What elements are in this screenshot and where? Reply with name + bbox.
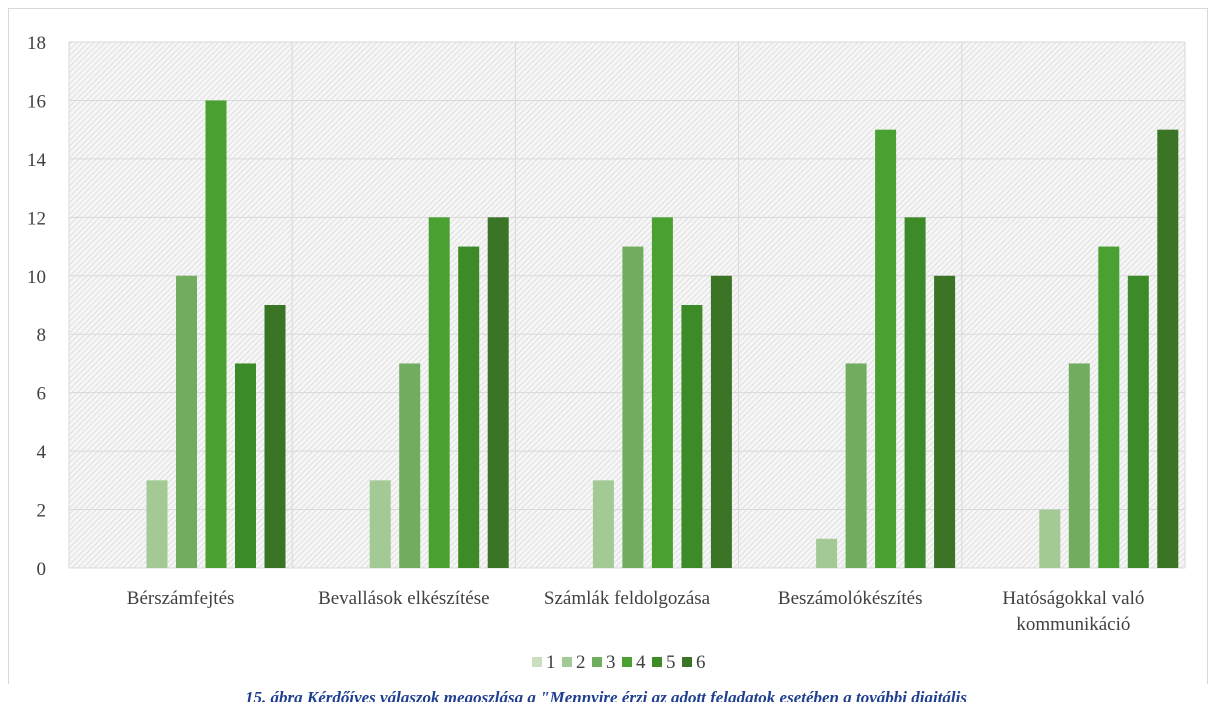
legend-label-3: 3 [606,652,616,673]
bar-5 [235,363,256,568]
x-axis-labels: Bérszámfejtés Bevallások elkészítése Száml… [127,588,1145,635]
y-axis-ticks: 0 2 4 6 8 10 12 14 16 18 [27,33,47,580]
bar-4 [875,129,897,568]
y-tick-label: 12 [27,208,46,229]
legend-label-6: 6 [696,652,706,673]
bar-5 [458,246,480,569]
bar-2 [146,480,168,568]
bar-5 [904,217,926,569]
bar-3 [399,363,421,568]
y-tick-label: 10 [27,267,46,288]
chart-frame [8,8,1208,684]
legend-label-1: 1 [546,652,556,673]
bar-2 [369,480,391,568]
bar-6 [710,275,732,568]
bars [146,100,1179,569]
y-tick-label: 14 [27,150,47,171]
legend-swatch-3 [592,657,602,667]
y-tick-label: 4 [37,442,47,463]
y-tick-label: 8 [37,325,47,346]
bar-2 [592,480,614,568]
legend-swatch-6 [682,657,692,667]
y-tick-label: 2 [37,501,47,522]
bar-3 [845,363,867,568]
y-tick-label: 16 [27,91,46,112]
bar-2 [816,538,838,568]
x-tick-label: Számlák feldolgozása [544,588,711,609]
legend-swatch-5 [652,657,662,667]
x-tick-label: Bérszámfejtés [127,588,235,609]
bar-5 [681,305,703,568]
bar-3 [622,246,644,569]
bar-3 [1068,363,1090,568]
figure-caption: 15. ábra Kérdőíves válaszok megoszlása a… [245,688,967,702]
bar-6 [264,305,286,568]
bar-6 [934,275,956,568]
y-tick-label: 6 [37,384,47,405]
legend-label-2: 2 [576,652,586,673]
x-tick-label: Beszámolókészítés [778,588,923,609]
bar-5 [1127,275,1149,568]
x-tick-label: Bevallások elkészítése [318,588,489,609]
bar-6 [487,217,509,569]
legend-label-4: 4 [636,652,646,673]
legend-swatch-2 [562,657,572,667]
y-tick-label: 18 [27,33,46,54]
bar-6 [1157,129,1179,568]
bar-4 [428,217,450,569]
bar-4 [1098,246,1120,569]
y-tick-label: 0 [37,559,47,580]
legend-label-5: 5 [666,652,676,673]
legend-swatch-1 [532,657,542,667]
x-tick-label: Hatóságokkal való kommunikáció [1002,588,1144,635]
bar-4 [651,217,673,569]
bar-4 [205,100,227,568]
legend-swatch-4 [622,657,632,667]
bar-2 [1039,509,1061,568]
bar-3 [176,275,197,568]
